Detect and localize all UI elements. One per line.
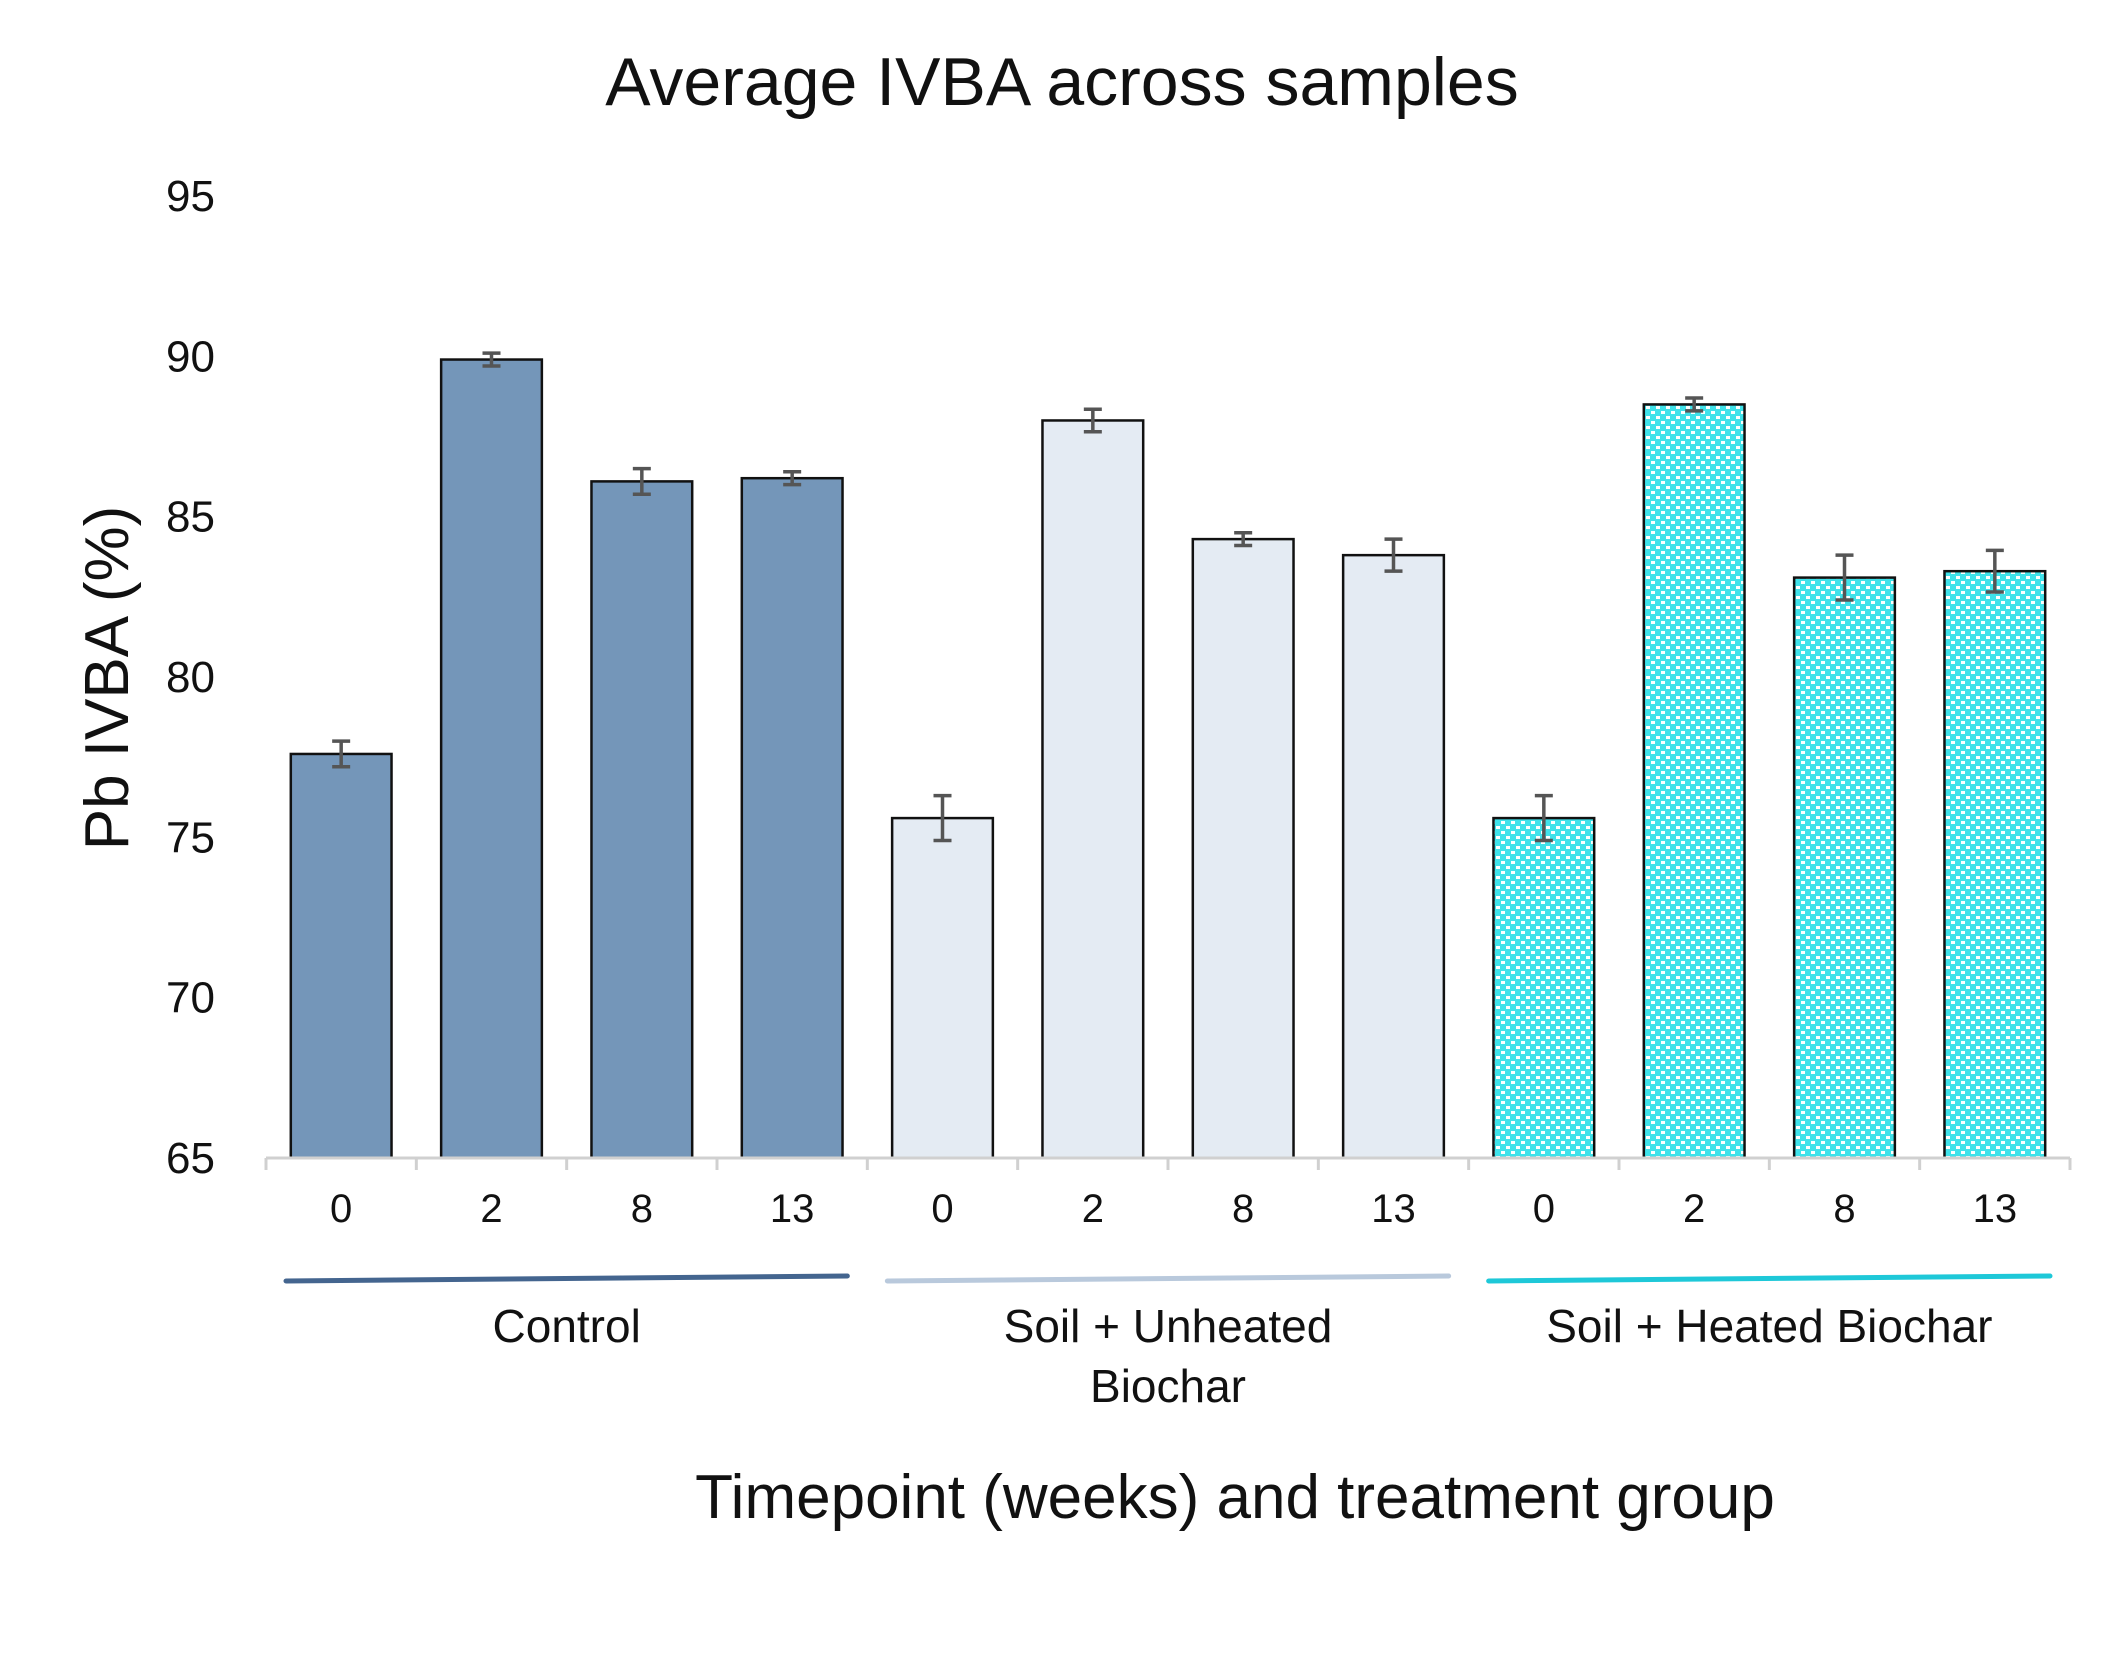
x-tick-label: 0 xyxy=(931,1187,953,1231)
bars-layer xyxy=(289,351,2047,1160)
error-bar xyxy=(332,739,351,769)
group-label: Biochar xyxy=(1090,1360,1246,1412)
y-tick-label: 70 xyxy=(166,974,215,1023)
error-bar xyxy=(933,793,952,843)
group-label: Soil + Unheated xyxy=(1004,1300,1333,1352)
y-tick-label: 75 xyxy=(166,813,215,862)
bar xyxy=(1642,403,1746,1160)
group-label: Control xyxy=(493,1300,641,1352)
x-tick-label: 0 xyxy=(1533,1187,1555,1231)
error-bar xyxy=(1534,793,1553,843)
x-tick-label: 2 xyxy=(1082,1187,1104,1231)
error-bar xyxy=(1234,530,1253,548)
y-axis-title: Pb IVBA (%) xyxy=(73,506,142,851)
error-bar xyxy=(1835,553,1854,602)
x-tick-label: 13 xyxy=(1973,1187,2018,1231)
group-labels-layer: Control Soil + Unheated Biochar Soil + Heat… xyxy=(283,1273,2053,1412)
x-tick-label: 8 xyxy=(1833,1187,1855,1231)
y-tick-label: 95 xyxy=(166,172,215,221)
x-tick-label: 2 xyxy=(1683,1187,1705,1231)
x-axis-title: Timepoint (weeks) and treatment group xyxy=(695,1463,1775,1532)
error-bar xyxy=(1985,548,2004,594)
bar xyxy=(1341,553,1446,1160)
group-underline xyxy=(1486,1273,2053,1284)
y-axis-ticks: 65 70 75 80 85 90 95 xyxy=(166,172,215,1183)
y-tick-label: 65 xyxy=(166,1134,215,1183)
chart-title: Average IVBA across samples xyxy=(605,44,1518,120)
bar xyxy=(590,480,694,1160)
error-bar xyxy=(783,470,802,487)
x-tick-label: 2 xyxy=(480,1187,502,1231)
bar xyxy=(740,476,844,1160)
bar xyxy=(1191,537,1295,1160)
y-tick-label: 90 xyxy=(166,332,215,381)
x-axis: 0 2 8 13 0 2 8 13 0 2 8 13 xyxy=(264,1156,2072,1231)
bar xyxy=(1792,576,1897,1160)
bar xyxy=(1943,569,2047,1160)
error-bar xyxy=(1083,407,1102,434)
group-underline xyxy=(283,1273,850,1284)
x-tick-label: 13 xyxy=(770,1187,815,1231)
x-tick-label: 8 xyxy=(631,1187,653,1231)
group-label: Soil + Heated Biochar xyxy=(1546,1300,1992,1352)
group-underline xyxy=(884,1273,1452,1284)
bar xyxy=(289,752,393,1160)
error-bar xyxy=(482,351,501,368)
error-bar xyxy=(632,466,651,496)
x-tick-label: 0 xyxy=(330,1187,352,1231)
y-tick-label: 85 xyxy=(166,493,215,542)
bar xyxy=(1041,419,1145,1160)
x-tick-label: 8 xyxy=(1232,1187,1254,1231)
y-tick-label: 80 xyxy=(166,653,215,702)
x-tick-label: 13 xyxy=(1371,1187,1416,1231)
error-bar xyxy=(1384,537,1403,573)
bar xyxy=(439,358,544,1160)
bar xyxy=(890,816,995,1160)
bar xyxy=(1492,816,1596,1160)
error-bar xyxy=(1685,396,1704,413)
